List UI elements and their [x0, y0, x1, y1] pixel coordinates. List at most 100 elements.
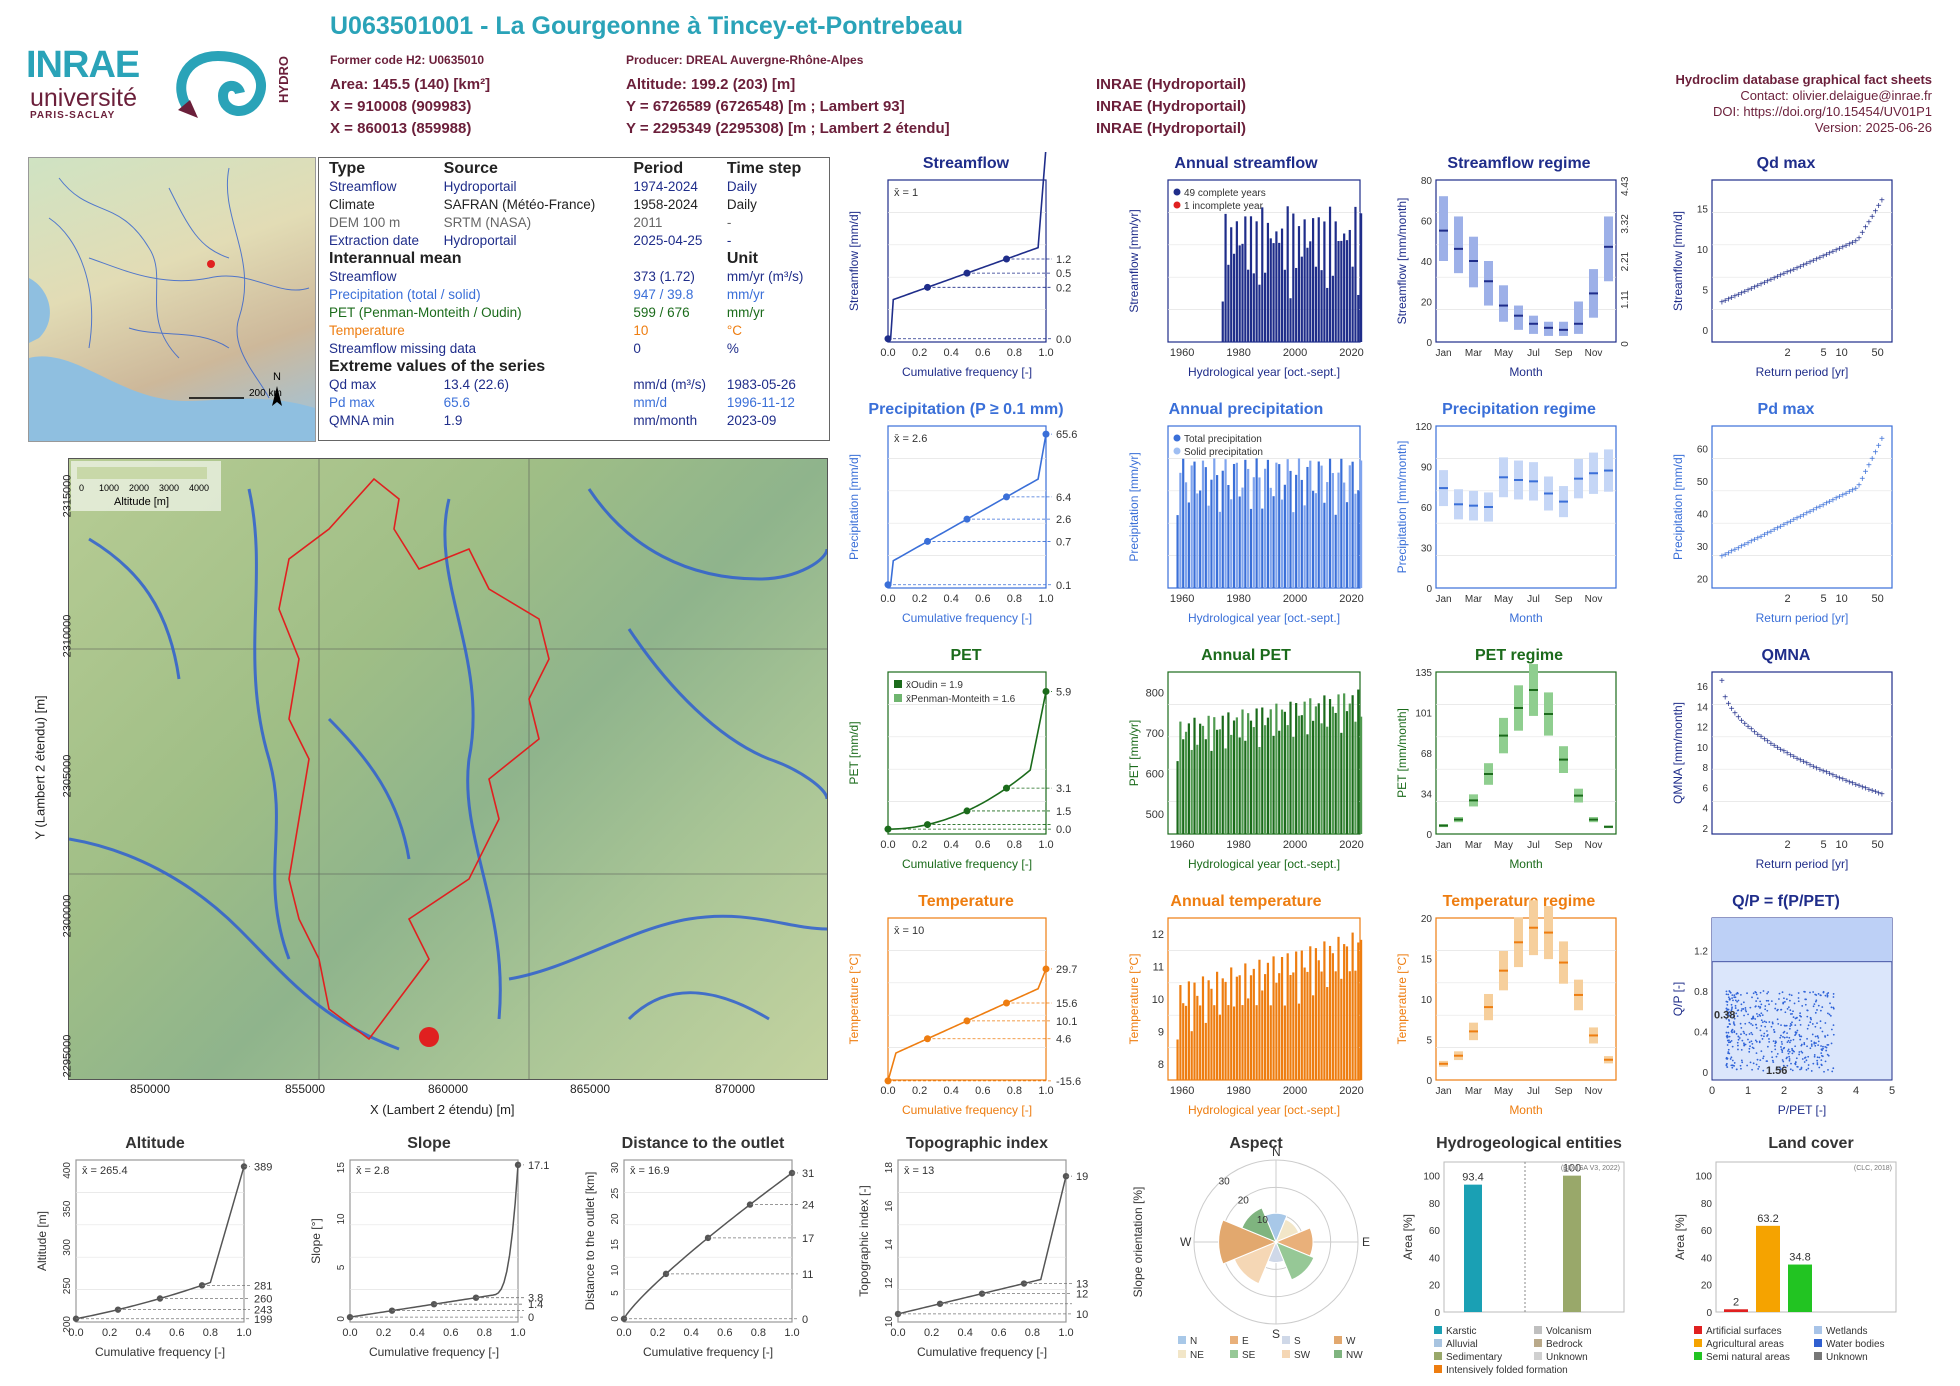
data-point — [1789, 1009, 1792, 1012]
y-tick-label: 40 — [1421, 257, 1433, 268]
y-tick-label: 0 — [1434, 1308, 1440, 1319]
data-point — [1751, 996, 1753, 999]
data-point — [1732, 1016, 1735, 1018]
data-point: + — [1827, 769, 1833, 780]
y-tick-label: 14 — [1697, 702, 1709, 713]
data-point — [1728, 1011, 1731, 1014]
x-tick-label: Mar — [1465, 840, 1483, 851]
annual_temperature-chart: Annual temperature 1960 1980 2000 2020 8 9 10 11… — [1127, 893, 1364, 1117]
data-point — [1788, 1050, 1791, 1053]
data-point: + — [1719, 298, 1725, 309]
right-tick-label: 12 — [1076, 1289, 1088, 1301]
data-point — [1790, 1024, 1793, 1026]
col-type: Type — [329, 160, 366, 177]
data-point: + — [1761, 278, 1767, 289]
data-point — [1750, 1017, 1753, 1020]
data-point — [1792, 1016, 1795, 1019]
plot-frame — [1711, 425, 1893, 589]
legend-label: W — [1346, 1336, 1356, 1347]
x-tick-label: 0.0 — [890, 1327, 905, 1339]
annual-bar — [1182, 458, 1185, 588]
annual-bar — [1314, 706, 1318, 834]
x-tick-label: 2 — [1785, 593, 1791, 605]
y-tick-label: 15 — [1697, 204, 1709, 215]
y-axis-label: Precipitation [mm/d] — [1671, 454, 1685, 560]
chart-title: Precipitation (P ≥ 0.1 mm) — [868, 401, 1063, 418]
annual-bar — [1334, 712, 1337, 834]
data-point — [1731, 1045, 1734, 1048]
svg-text:4000: 4000 — [189, 483, 209, 493]
data-point: + — [1778, 271, 1784, 282]
annual-bar — [1179, 721, 1182, 834]
source-3: INRAE (Hydroportail) — [1096, 120, 1246, 137]
x-tick-label: 0.6 — [717, 1327, 732, 1339]
legend-swatch — [1814, 1352, 1822, 1360]
data-point — [1736, 1015, 1739, 1018]
annual-bar — [1252, 273, 1255, 342]
x-axis-label: Cumulative frequency [-] — [917, 1345, 1047, 1359]
data-point: + — [1735, 290, 1741, 301]
data-point: + — [1768, 527, 1774, 538]
x-tick-label: Nov — [1585, 348, 1603, 359]
x-tick-label: 1960 — [1170, 1085, 1194, 1097]
annual-bar — [1232, 720, 1236, 834]
legend-label: Semi natural areas — [1706, 1352, 1790, 1363]
doi[interactable]: DOI: https://doi.org/10.15454/UV01P1 — [1713, 104, 1932, 119]
data-point: + — [1745, 538, 1751, 549]
data-point — [1799, 1023, 1802, 1026]
chart-title: Altitude — [125, 1135, 185, 1152]
data-point — [1725, 1062, 1728, 1065]
data-point — [1789, 1025, 1792, 1027]
annual-bar — [1272, 243, 1275, 342]
y-tick-label: 80 — [1701, 1199, 1713, 1210]
plot-frame — [887, 917, 1047, 1081]
data-point — [1726, 1008, 1729, 1011]
data-point — [1811, 1033, 1814, 1036]
right-tick-label: 13 — [1076, 1279, 1088, 1291]
bar — [1563, 1175, 1581, 1312]
data-point — [1817, 1036, 1820, 1039]
data-point: + — [1768, 739, 1774, 750]
x-tick-label: 0.6 — [975, 839, 990, 851]
data-point — [1789, 1041, 1791, 1044]
data-point: + — [1823, 499, 1829, 510]
legend-label: Wetlands — [1826, 1326, 1868, 1337]
qp_ppet-chart: Q/P = f(P/PET) 0.38 1.56 0 1 2 3 4 5 0 0.4 0.8 1.2 P/… — [1671, 893, 1895, 1117]
annual-bar — [1328, 206, 1332, 342]
mean-title: Interannual mean — [329, 250, 462, 267]
x-tick-label: 10 — [1835, 593, 1847, 605]
annual-bar — [1230, 499, 1233, 588]
table-row: Streamflow 373 (1.72) mm/yr (m³/s) — [329, 269, 804, 284]
annual-bar — [1340, 240, 1343, 342]
data-point — [1732, 1021, 1735, 1024]
data-point — [1739, 1064, 1742, 1067]
right-tick-label: 0.7 — [1056, 536, 1071, 548]
legend-label: Unknown — [1826, 1352, 1868, 1363]
data-point — [1809, 1021, 1812, 1024]
annual-bar — [1190, 465, 1193, 588]
x-tick-label: Sep — [1555, 594, 1573, 605]
x-axis-label: Cumulative frequency [-] — [902, 611, 1032, 625]
data-point — [1832, 1006, 1835, 1009]
data-point — [1731, 1006, 1733, 1009]
data-point — [1774, 1045, 1776, 1047]
data-point — [1817, 1044, 1820, 1047]
y-tick-label: 300 — [62, 1239, 73, 1256]
annual-bar — [1312, 490, 1315, 588]
data-point — [1810, 1045, 1813, 1047]
data-point — [1733, 1030, 1736, 1033]
data-point — [1809, 991, 1811, 994]
x-tick-label: Jan — [1435, 594, 1451, 605]
y-tick-label: 0 — [1702, 326, 1708, 337]
annual-bar — [1224, 213, 1227, 342]
contact[interactable]: Contact: olivier.delaigue@inrae.fr — [1740, 88, 1932, 103]
data-point — [1725, 993, 1728, 996]
annual-bar — [1218, 511, 1222, 588]
data-point: + — [1788, 517, 1794, 528]
x-tick-label: 0.0 — [880, 839, 895, 851]
table-row: Streamflow Hydroportail 1974-2024 Daily — [329, 179, 757, 194]
annual-bar — [1218, 1014, 1222, 1080]
data-point — [1832, 996, 1835, 998]
data-point — [1766, 1034, 1769, 1036]
data-point — [1826, 993, 1829, 995]
